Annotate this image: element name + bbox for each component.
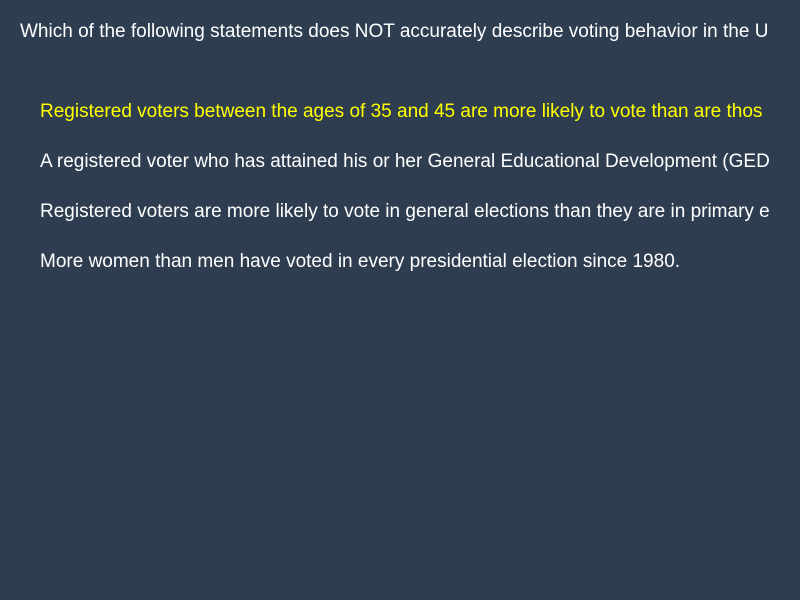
answer-options-list: Registered voters between the ages of 35… bbox=[40, 100, 770, 300]
question-text: Which of the following statements does N… bbox=[20, 21, 769, 42]
answer-option-2[interactable]: A registered voter who has attained his … bbox=[40, 151, 770, 172]
answer-option-3[interactable]: Registered voters are more likely to vot… bbox=[40, 201, 770, 222]
answer-option-1[interactable]: Registered voters between the ages of 35… bbox=[40, 101, 763, 122]
answer-option-4[interactable]: More women than men have voted in every … bbox=[40, 251, 681, 272]
